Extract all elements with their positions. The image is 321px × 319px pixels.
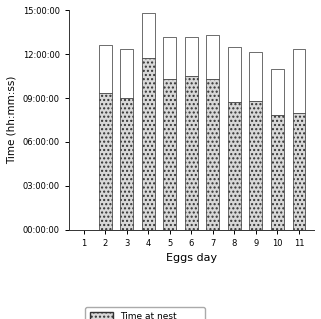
Bar <box>120 98 133 230</box>
Bar <box>206 35 219 79</box>
Bar <box>228 47 241 102</box>
Bar <box>249 52 262 100</box>
Bar <box>292 113 306 230</box>
Bar <box>292 49 306 113</box>
Bar <box>163 37 176 79</box>
Bar <box>120 49 133 98</box>
Bar <box>163 79 176 230</box>
Bar <box>228 102 241 230</box>
Legend: Time at nest, Time out the nest: Time at nest, Time out the nest <box>85 307 204 319</box>
X-axis label: Eggs day: Eggs day <box>166 253 217 263</box>
Bar <box>142 13 155 58</box>
Bar <box>206 79 219 230</box>
Bar <box>249 100 262 230</box>
Bar <box>185 76 198 230</box>
Bar <box>142 58 155 230</box>
Y-axis label: Time (hh:mm:ss): Time (hh:mm:ss) <box>7 76 17 164</box>
Bar <box>271 115 284 230</box>
Bar <box>99 93 112 230</box>
Bar <box>185 37 198 76</box>
Bar <box>99 45 112 93</box>
Bar <box>271 69 284 115</box>
